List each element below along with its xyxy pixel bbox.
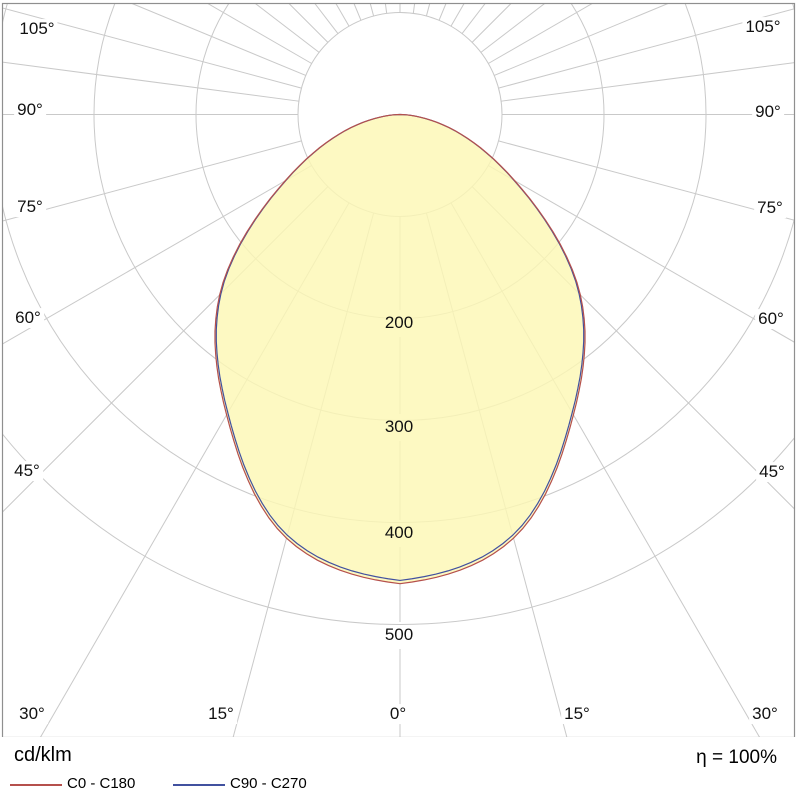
- radial-tick-label-300: 300: [384, 417, 414, 437]
- radial-tick-label-200: 200: [384, 313, 414, 333]
- angle-gridline-112.5: [494, 3, 669, 76]
- angle-gridline-142.5: [314, 3, 339, 34]
- angle-gridline-172.5: [384, 3, 388, 14]
- angle-gridline-97.5: [2, 61, 299, 102]
- angle-gridline-135: [288, 3, 329, 43]
- plot-frame: [1, 2, 796, 737]
- radius-gridline-500: [2, 433, 795, 625]
- angle-label-right-2: 75°: [754, 198, 786, 218]
- chart-footer: cd/klm η = 100% C0 - C180 C90 - C270: [0, 737, 800, 801]
- legend-label-c90-c270: C90 - C270: [230, 775, 307, 792]
- angle-gridline-150: [335, 3, 350, 27]
- angle-label-bottom-2: 0°: [386, 704, 410, 724]
- legend-line-c90-c270: [173, 784, 225, 786]
- light-output-ratio-label: η = 100%: [696, 747, 777, 768]
- radial-tick-label-500: 500: [384, 625, 414, 645]
- angle-label-right-3: 60°: [755, 309, 787, 329]
- angle-gridline-120: [488, 3, 593, 64]
- angle-gridline-142.5: [461, 3, 486, 34]
- units-label: cd/klm: [14, 744, 72, 766]
- angle-gridline-75: [498, 140, 795, 221]
- angle-gridline-60: [2, 165, 312, 345]
- angle-gridline-60: [488, 165, 795, 343]
- angle-gridline-120: [207, 3, 312, 64]
- angle-label-right-1: 90°: [752, 102, 784, 122]
- angle-label-right-4: 45°: [756, 462, 788, 482]
- legend-line-c0-c180: [10, 784, 62, 786]
- angle-label-left-1: 90°: [14, 100, 46, 120]
- angle-label-bottom-1: 15°: [205, 704, 237, 724]
- angle-label-left-4: 45°: [11, 461, 43, 481]
- angle-label-left-0: 105°: [16, 19, 58, 39]
- angle-label-bottom-4: 30°: [749, 704, 781, 724]
- angle-label-bottom-0: 30°: [16, 704, 48, 724]
- angle-gridline-127.5: [480, 3, 545, 53]
- angle-gridline-97.5: [501, 62, 795, 102]
- intensity-distribution-fill: [215, 114, 585, 584]
- angle-gridline-165: [425, 3, 431, 17]
- angle-label-right-0: 105°: [742, 17, 784, 37]
- angle-gridline-157.5: [438, 3, 447, 21]
- angle-gridline-127.5: [255, 3, 320, 53]
- angle-gridline-135: [471, 3, 512, 43]
- angle-gridline-112.5: [131, 3, 306, 76]
- radial-tick-label-400: 400: [384, 523, 414, 543]
- angle-label-bottom-3: 15°: [561, 704, 593, 724]
- angle-gridline-157.5: [353, 3, 362, 21]
- legend: C0 - C180 C90 - C270: [0, 773, 800, 797]
- angle-label-left-2: 75°: [14, 197, 46, 217]
- angle-label-left-3: 60°: [12, 308, 44, 328]
- legend-label-c0-c180: C0 - C180: [67, 775, 136, 792]
- angle-gridline-150: [450, 3, 465, 27]
- angle-gridline-165: [369, 3, 375, 17]
- angle-gridline-75: [2, 140, 302, 222]
- angle-gridline-172.5: [412, 3, 416, 14]
- curve-c0-c180: [214, 113, 586, 585]
